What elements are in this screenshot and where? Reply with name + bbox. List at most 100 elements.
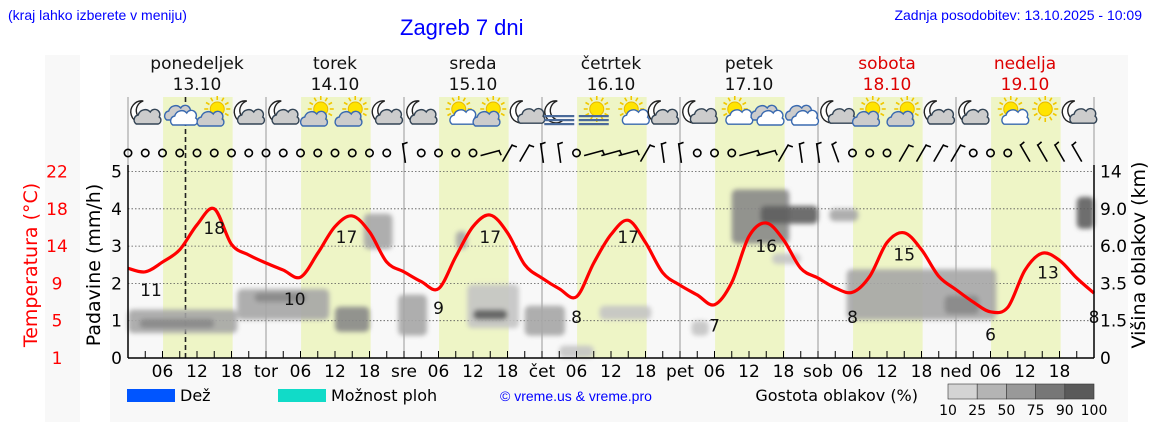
calm-wind-icon bbox=[140, 148, 150, 158]
sunny-small-cloud-icon bbox=[445, 96, 478, 125]
cloud-shape bbox=[133, 108, 162, 125]
sun-ray bbox=[1052, 101, 1057, 106]
weather-icons-row bbox=[130, 96, 1098, 127]
barb-stem bbox=[583, 149, 604, 157]
calm-wind-icon bbox=[382, 148, 392, 158]
cloud-patch bbox=[760, 205, 818, 224]
cloud-shape bbox=[334, 110, 363, 127]
x-hour-tick: 12 bbox=[186, 362, 208, 382]
calm-circle bbox=[192, 148, 202, 158]
sun-ray bbox=[362, 112, 367, 117]
calm-circle bbox=[571, 148, 581, 158]
temperature-label: 7 bbox=[709, 317, 720, 337]
night-cloudy-icon bbox=[233, 100, 266, 125]
calm-circle bbox=[968, 148, 978, 158]
last-updated: Zadnja posodobitev: 13.10.2025 - 10:09 bbox=[894, 7, 1142, 23]
barb-tick bbox=[661, 141, 667, 145]
density-swatch bbox=[1064, 383, 1095, 400]
temperature-label: 18 bbox=[203, 219, 225, 239]
fog-line bbox=[544, 115, 575, 118]
sun-ray bbox=[328, 112, 333, 117]
cloud-height-tick: 14 bbox=[1100, 163, 1122, 183]
temperature-tick: 9 bbox=[52, 274, 63, 294]
copyright-link[interactable]: © vreme.us & vreme.pro bbox=[500, 388, 652, 404]
barb-stem bbox=[798, 142, 803, 164]
calm-wind-icon bbox=[364, 148, 374, 158]
sun-ray bbox=[635, 97, 639, 102]
sun-ray bbox=[999, 112, 1004, 117]
sun-ray bbox=[604, 101, 609, 106]
barb-stem bbox=[933, 143, 945, 163]
sun-ray bbox=[221, 97, 225, 102]
wind-barb-icon bbox=[639, 143, 656, 163]
calm-wind-icon bbox=[295, 148, 305, 158]
precipitation-tick: 3 bbox=[111, 237, 122, 257]
x-hour-tick: 12 bbox=[876, 362, 898, 382]
day-name: sreda bbox=[449, 54, 496, 74]
sunny-small-cloud-icon bbox=[618, 96, 650, 125]
cloud-shape bbox=[650, 108, 680, 125]
density-swatch bbox=[1006, 383, 1036, 400]
day-name: nedelja bbox=[994, 54, 1056, 74]
sun-ray bbox=[343, 101, 348, 106]
calm-wind-icon bbox=[468, 148, 478, 158]
x-hour-tick: 06 bbox=[842, 362, 864, 382]
barb-stem bbox=[501, 143, 514, 163]
density-swatch bbox=[947, 383, 978, 400]
sun-disc bbox=[1037, 101, 1053, 117]
location-hint[interactable]: (kraj lahko izberete v meniju) bbox=[8, 7, 187, 23]
day-date: 17.10 bbox=[725, 75, 774, 95]
calm-wind-icon bbox=[209, 148, 219, 158]
sun-ray bbox=[1049, 97, 1053, 102]
sun-ray bbox=[1018, 101, 1023, 106]
density-scale-label: 25 bbox=[968, 403, 986, 419]
cloud-height-tick: 6.0 bbox=[1100, 237, 1127, 257]
barb-tick bbox=[925, 144, 932, 148]
calm-wind-icon bbox=[261, 148, 271, 158]
x-day-tick: tor bbox=[254, 362, 278, 382]
calm-wind-icon bbox=[433, 148, 443, 158]
sun-ray bbox=[1052, 112, 1057, 117]
barb-tick bbox=[402, 141, 408, 145]
cloud-patch bbox=[335, 306, 370, 332]
rain-legend-label: Dež bbox=[180, 386, 211, 405]
night-cloudy-icon bbox=[268, 100, 300, 125]
sun-ray bbox=[224, 112, 229, 117]
sun-ray bbox=[1033, 112, 1038, 117]
wind-barb-icon bbox=[1019, 141, 1031, 163]
sun-ray bbox=[638, 101, 643, 106]
day-name: sobota bbox=[858, 54, 916, 74]
calm-wind-icon bbox=[865, 148, 875, 158]
fog-line bbox=[578, 119, 609, 122]
calm-wind-icon bbox=[451, 148, 461, 158]
calm-circle bbox=[882, 148, 892, 158]
partly-sunny-icon bbox=[851, 96, 886, 127]
cloudy-icon bbox=[784, 104, 820, 126]
barb-tick bbox=[960, 144, 966, 148]
barb-stem bbox=[601, 149, 621, 157]
density-scale-label: 75 bbox=[1027, 403, 1045, 419]
calm-wind-icon bbox=[1003, 148, 1013, 158]
temperature-tick: 22 bbox=[46, 163, 68, 183]
precipitation-tick: 4 bbox=[111, 200, 122, 220]
cloud-patch bbox=[829, 208, 859, 222]
calm-circle bbox=[468, 148, 478, 158]
wind-barb-icon bbox=[898, 143, 914, 163]
partly-sunny-icon bbox=[472, 96, 507, 127]
cloud-shape bbox=[961, 108, 990, 125]
cloud-shape bbox=[851, 110, 881, 127]
showers-legend-label: Možnost ploh bbox=[331, 386, 437, 405]
sun-ray bbox=[600, 97, 604, 102]
barb-tick bbox=[636, 150, 640, 156]
calm-wind-icon bbox=[847, 148, 857, 158]
precipitation-tick: 0 bbox=[111, 349, 122, 369]
x-day-tick: sob bbox=[803, 362, 833, 382]
cloud-patch bbox=[398, 294, 427, 336]
temperature-axis-label: Temperatura (°C) bbox=[20, 183, 42, 348]
sun-ray bbox=[895, 101, 900, 106]
sun-ray bbox=[880, 101, 885, 106]
night-cloudy-icon bbox=[130, 100, 162, 125]
